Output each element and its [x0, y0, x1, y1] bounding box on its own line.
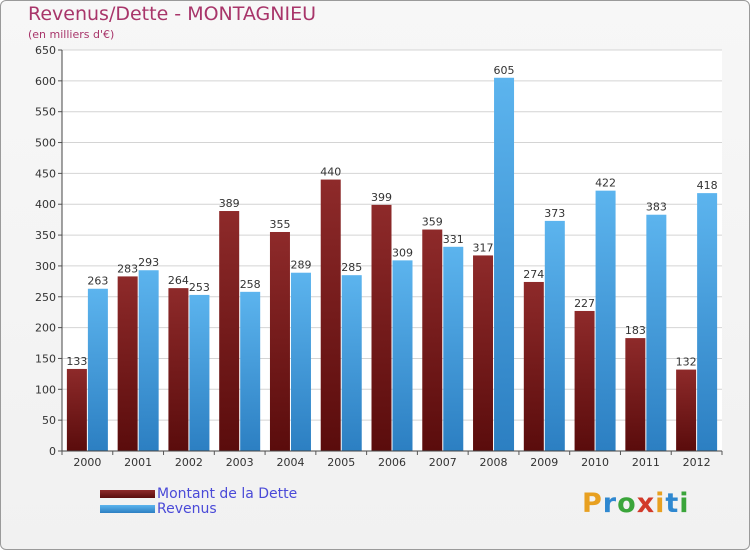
- legend-item-dette: Montant de la Dette: [100, 485, 298, 502]
- bar-dette: [66, 368, 87, 451]
- y-tick-label: 300: [35, 260, 56, 273]
- x-tick-label: 2010: [581, 456, 609, 469]
- data-label: 183: [625, 324, 646, 337]
- proxiti-logo: Proxiti: [582, 488, 690, 519]
- data-label: 285: [341, 261, 362, 274]
- data-label: 355: [269, 218, 290, 231]
- x-tick-label: 2002: [175, 456, 203, 469]
- data-label: 383: [646, 201, 667, 214]
- y-tick-label: 200: [35, 322, 56, 335]
- data-label: 317: [473, 241, 494, 254]
- bar-dette: [269, 231, 290, 451]
- chart-title: Revenus/Dette - MONTAGNIEU: [28, 3, 317, 25]
- x-tick-label: 2003: [226, 456, 254, 469]
- x-tick-label: 2011: [632, 456, 660, 469]
- bar-revenus: [392, 260, 413, 451]
- logo-letter: o: [617, 488, 637, 519]
- data-label: 422: [595, 177, 616, 190]
- bar-revenus: [189, 294, 210, 451]
- data-label: 389: [219, 197, 240, 210]
- bar-dette: [371, 204, 392, 451]
- y-tick-label: 350: [35, 229, 56, 242]
- bar-dette: [219, 211, 240, 451]
- bar-revenus: [240, 291, 261, 451]
- data-label: 359: [422, 216, 443, 229]
- logo-letter: x: [636, 488, 656, 519]
- bar-revenus: [341, 275, 362, 451]
- y-tick-label: 650: [35, 44, 56, 57]
- x-tick-label: 2001: [124, 456, 152, 469]
- logo-letter: t: [665, 488, 680, 519]
- bar-dette: [523, 281, 544, 451]
- data-label: 264: [168, 274, 189, 287]
- data-label: 283: [117, 262, 138, 275]
- x-tick-label: 2012: [683, 456, 711, 469]
- data-label: 253: [189, 281, 210, 294]
- y-tick-label: 400: [35, 198, 56, 211]
- y-tick-label: 0: [49, 445, 56, 458]
- data-label: 418: [697, 179, 718, 192]
- bar-dette: [422, 229, 443, 451]
- legend-item-revenus: Revenus: [100, 500, 297, 517]
- y-tick-label: 50: [42, 414, 56, 427]
- y-tick-label: 550: [35, 106, 56, 119]
- bar-revenus: [494, 77, 515, 451]
- data-label: 373: [544, 207, 565, 220]
- legend-swatch-revenus: [100, 504, 155, 513]
- bar-dette: [625, 338, 646, 451]
- logo-letter: P: [582, 488, 603, 519]
- data-label: 399: [371, 191, 392, 204]
- x-tick-label: 2009: [530, 456, 558, 469]
- bar-revenus: [443, 246, 464, 451]
- data-label: 331: [443, 233, 464, 246]
- data-label: 132: [676, 356, 697, 369]
- data-label: 440: [320, 166, 341, 179]
- y-tick-label: 100: [35, 383, 56, 396]
- data-label: 605: [494, 64, 515, 77]
- x-tick-label: 2005: [327, 456, 355, 469]
- legend-label-revenus: Revenus: [157, 500, 217, 517]
- data-label: 258: [240, 278, 261, 291]
- x-tick-label: 2004: [276, 456, 304, 469]
- logo-letter: i: [655, 488, 666, 519]
- x-tick-label: 2007: [429, 456, 457, 469]
- y-tick-label: 500: [35, 137, 56, 150]
- bar-dette: [168, 288, 189, 451]
- y-tick-label: 150: [35, 352, 56, 365]
- data-label: 274: [523, 268, 544, 281]
- bar-revenus: [595, 190, 616, 452]
- bar-dette: [320, 179, 341, 452]
- legend-swatch-dette: [100, 489, 155, 498]
- y-tick-label: 450: [35, 167, 56, 180]
- bar-revenus: [646, 214, 667, 451]
- data-label: 289: [290, 259, 311, 272]
- data-label: 133: [66, 355, 87, 368]
- bar-revenus: [697, 193, 718, 451]
- legend: Montant de la Dette Revenus: [100, 485, 298, 517]
- logo-letter: r: [602, 488, 618, 519]
- bar-dette: [117, 276, 138, 451]
- data-label: 293: [138, 256, 159, 269]
- bar-revenus: [290, 272, 311, 451]
- data-label: 227: [574, 297, 595, 310]
- y-tick-label: 600: [35, 75, 56, 88]
- bar-dette: [574, 310, 595, 451]
- bar-revenus: [544, 220, 565, 451]
- bar-revenus: [87, 288, 108, 451]
- x-tick-label: 2000: [73, 456, 101, 469]
- bar-dette: [676, 369, 697, 451]
- data-label: 309: [392, 246, 413, 259]
- logo-letter: i: [679, 488, 690, 519]
- x-tick-label: 2006: [378, 456, 406, 469]
- x-tick-label: 2008: [480, 456, 508, 469]
- bar-dette: [473, 255, 494, 451]
- bar-revenus: [138, 270, 159, 451]
- chart-subtitle: (en milliers d'€): [28, 28, 115, 41]
- y-tick-label: 250: [35, 291, 56, 304]
- data-label: 263: [87, 275, 108, 288]
- legend-label-dette: Montant de la Dette: [157, 485, 298, 502]
